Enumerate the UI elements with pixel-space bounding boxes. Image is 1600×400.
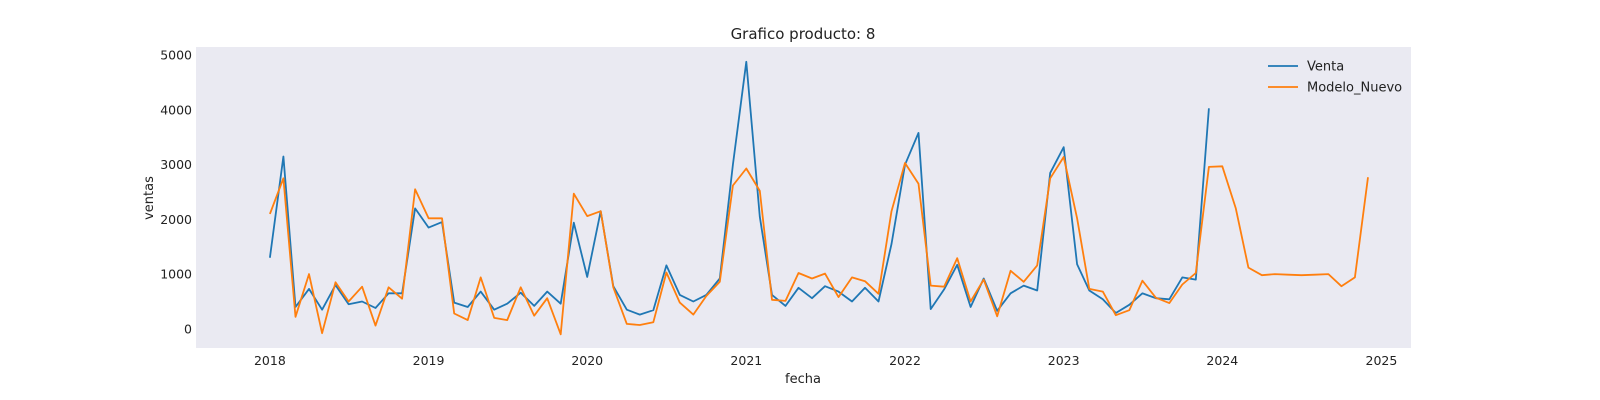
series-line-modelo-nuevo <box>269 156 1369 336</box>
series-lines <box>269 60 1369 336</box>
legend: Venta Modelo_Nuevo <box>1268 60 1402 96</box>
x-tick-label: 2022 <box>889 353 921 368</box>
x-tick-label: 2024 <box>1206 353 1238 368</box>
y-tick-label: 4000 <box>160 102 192 117</box>
series-line-venta <box>269 60 1210 316</box>
y-tick-label: 0 <box>184 321 192 336</box>
chart-title: Grafico producto: 8 <box>731 25 876 43</box>
y-tick-label: 2000 <box>160 212 192 227</box>
y-tick-label: 3000 <box>160 157 192 172</box>
y-tick-label: 1000 <box>160 267 192 282</box>
plot-area <box>196 47 1411 348</box>
y-tick-label: 5000 <box>160 48 192 63</box>
y-axis-label: ventas <box>142 176 157 220</box>
x-tick-label: 2018 <box>254 353 286 368</box>
legend-label: Modelo_Nuevo <box>1307 81 1402 96</box>
x-axis-label: fecha <box>785 372 821 387</box>
x-axis-ticks: 2018 2019 2020 2021 2022 2023 2024 2025 <box>254 353 1397 368</box>
x-tick-label: 2025 <box>1366 353 1398 368</box>
legend-label: Venta <box>1307 60 1344 75</box>
x-tick-label: 2023 <box>1048 353 1080 368</box>
x-tick-label: 2019 <box>413 353 445 368</box>
x-tick-label: 2020 <box>571 353 603 368</box>
x-tick-label: 2021 <box>730 353 762 368</box>
y-axis-ticks: 0 1000 2000 3000 4000 5000 <box>160 48 192 337</box>
